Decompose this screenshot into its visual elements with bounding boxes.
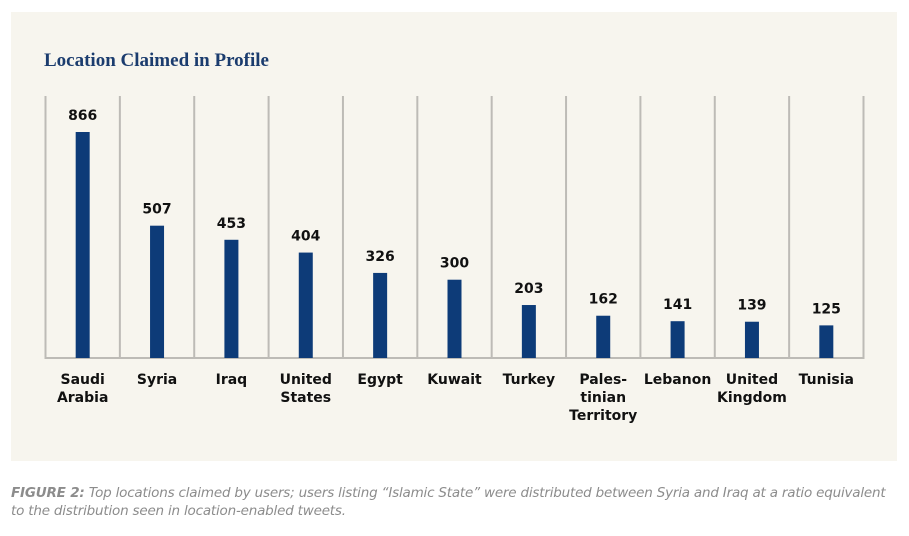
bar xyxy=(373,272,388,358)
category-label: United Kingdom xyxy=(717,372,787,406)
bar xyxy=(298,252,313,358)
category-labels: Saudi Arabia Syria Iraq United States Egypt Kuw… xyxy=(57,372,854,424)
chart-title: Location Claimed in Profile xyxy=(44,50,269,71)
bar xyxy=(744,321,759,358)
category-label: United States xyxy=(280,372,332,406)
bars xyxy=(75,132,834,358)
category-label: Lebanon xyxy=(644,372,711,388)
caption-label: FIGURE 2: xyxy=(11,485,85,501)
value-labels: 866 507 453 404 326 300 203 162 141 139 125 xyxy=(68,108,841,317)
bar xyxy=(447,279,462,358)
value-label: 203 xyxy=(514,281,543,297)
bar-chart: 866 507 453 404 326 300 203 162 141 139 125 Saudi A… xyxy=(44,96,865,424)
caption-text: Top locations claimed by users; users li… xyxy=(11,485,886,519)
value-label: 507 xyxy=(142,202,171,218)
category-label: Syria xyxy=(137,372,177,388)
value-label: 141 xyxy=(663,297,692,313)
bar xyxy=(150,225,165,358)
category-label: Pales-tinian Territory xyxy=(569,372,637,424)
gridlines xyxy=(44,96,865,359)
value-label: 326 xyxy=(366,249,395,265)
figure-caption: FIGURE 2: Top locations claimed by users… xyxy=(11,484,901,520)
value-label: 404 xyxy=(291,229,320,245)
category-label: Tunisia xyxy=(799,372,854,388)
bar xyxy=(75,132,90,358)
category-label: Turkey xyxy=(503,372,555,388)
bar xyxy=(224,239,239,358)
category-label: Kuwait xyxy=(427,372,482,388)
category-label: Saudi Arabia xyxy=(57,372,108,406)
category-label: Iraq xyxy=(216,372,248,388)
bar xyxy=(596,315,611,358)
bar xyxy=(819,325,834,358)
value-label: 162 xyxy=(589,292,618,308)
bar xyxy=(670,321,685,358)
value-label: 300 xyxy=(440,256,469,272)
value-label: 139 xyxy=(737,298,766,314)
value-label: 866 xyxy=(68,108,97,124)
category-label: Egypt xyxy=(357,372,403,388)
bar xyxy=(521,305,536,358)
value-label: 125 xyxy=(812,301,841,317)
value-label: 453 xyxy=(217,216,246,232)
